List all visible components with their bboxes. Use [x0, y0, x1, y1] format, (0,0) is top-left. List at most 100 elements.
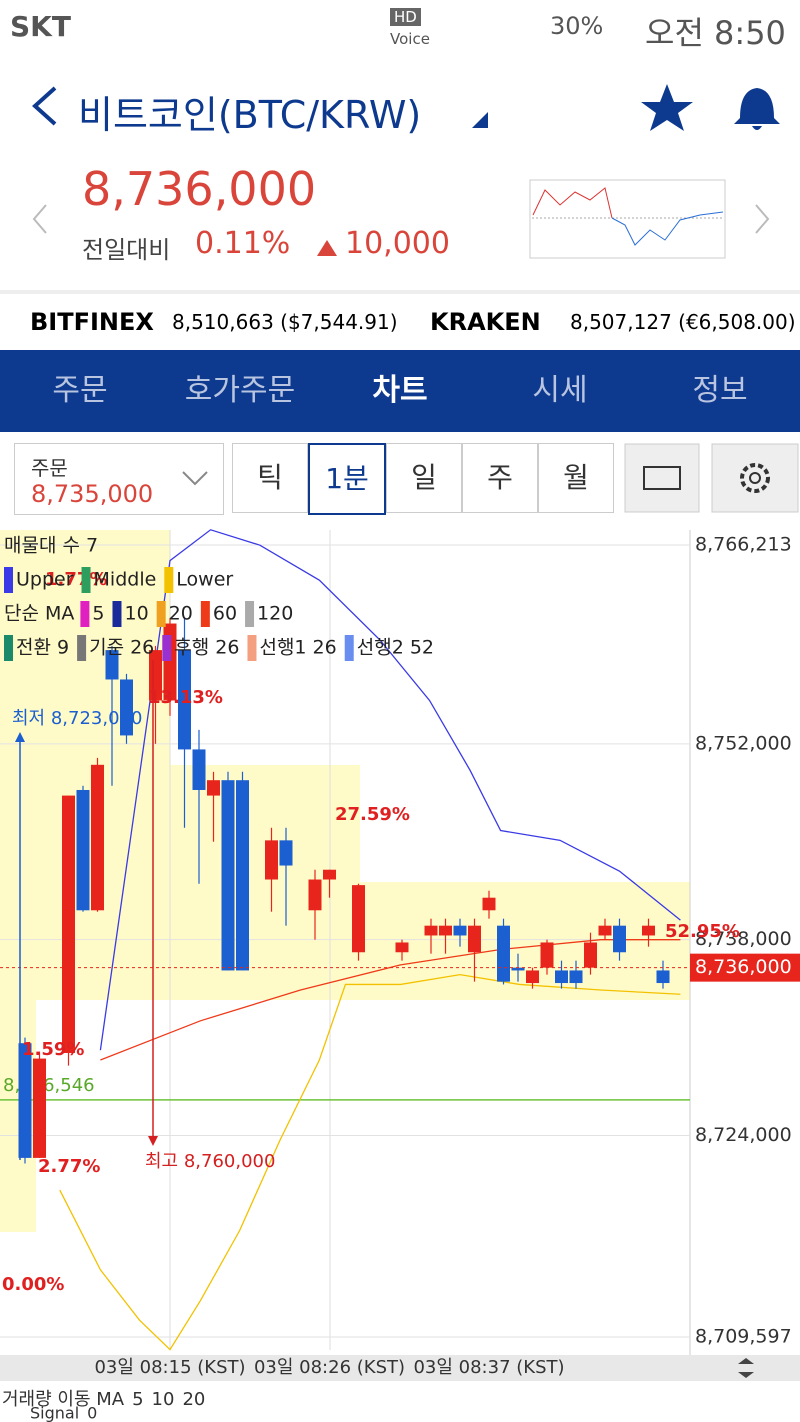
price-tag — [690, 953, 800, 982]
period[interactable]: 주 — [462, 443, 538, 513]
time: 오전 8:50 — [645, 14, 786, 52]
legend-swatch — [344, 635, 354, 661]
ref-label: 8,726,546 — [3, 1075, 95, 1096]
legend-label: Lower — [176, 569, 233, 591]
legend-label: 선행2 52 — [357, 637, 434, 659]
exchange-name: BITFINEX — [30, 308, 154, 336]
panel-label: 0 — [87, 1404, 97, 1422]
y-tick-label: 8,709,597 — [695, 1326, 792, 1348]
tab[interactable]: 시세 — [532, 373, 588, 408]
hd: HD — [390, 8, 421, 26]
sparkline-up — [532, 187, 613, 219]
volume-profile — [170, 765, 360, 1000]
bell-icon[interactable] — [734, 88, 780, 130]
star-icon[interactable] — [641, 84, 693, 131]
legend-label: 후행 26 — [174, 637, 239, 659]
y-tick-label: 8,724,000 — [695, 1124, 792, 1146]
layout-icon — [643, 466, 681, 490]
annotation: 27.59% — [335, 804, 410, 825]
change-pct: 0.11% — [195, 226, 291, 261]
legend-label: 20 — [169, 603, 193, 625]
period-group: 틱 1분 일 주 월 — [232, 443, 614, 515]
candle-body — [265, 840, 278, 880]
x-tick-label: 03일 08:37 (KST) — [413, 1357, 564, 1378]
period[interactable]: 일 — [386, 443, 462, 513]
legend-swatch — [200, 601, 210, 627]
x-tick-label: 03일 08:15 (KST) — [94, 1357, 245, 1378]
candle-body — [76, 789, 90, 911]
candle-body — [105, 650, 119, 680]
tab[interactable]: 주문 — [52, 373, 108, 408]
legend-label: 선행1 26 — [259, 637, 336, 659]
candle-body — [540, 942, 554, 968]
sparkline-box — [529, 179, 726, 259]
legend-swatch — [247, 635, 257, 661]
order-label: 주문 — [31, 456, 68, 480]
tab[interactable]: 차트 — [372, 373, 428, 408]
legend-label: 120 — [257, 603, 293, 625]
arrow-head — [148, 1136, 158, 1146]
legend-label: 10 — [124, 603, 148, 625]
x-tick-label: 03일 08:26 (KST) — [254, 1357, 405, 1378]
candle-body — [598, 925, 612, 936]
y-tick-label: 8,738,000 — [695, 928, 792, 950]
legend-swatch — [156, 601, 166, 627]
candle-body — [192, 749, 206, 790]
candle-body — [511, 967, 525, 971]
compare-label: 전일대비 — [82, 236, 171, 264]
settings-button[interactable] — [711, 443, 799, 513]
back-icon[interactable] — [32, 86, 57, 126]
change: 10,000 — [345, 226, 450, 261]
annotation: 최저 8,723,000 — [12, 708, 142, 729]
legend-label: 전환 9 — [16, 637, 69, 659]
arrow-head — [15, 732, 25, 742]
carrier: SKT — [10, 10, 71, 43]
tab[interactable]: 정보 — [692, 373, 748, 408]
period[interactable]: 1분 — [308, 443, 386, 515]
annotation: 1.77% — [45, 569, 107, 590]
panel-label: 10 — [152, 1389, 175, 1410]
candle-body — [221, 780, 235, 971]
period[interactable]: 틱 — [232, 443, 308, 513]
candle-body — [120, 679, 133, 736]
legend-label: Middle — [94, 569, 157, 591]
volume-profile — [360, 882, 690, 1000]
candle-body — [613, 925, 626, 953]
price-tag-label: 8,736,000 — [695, 956, 792, 978]
next-icon[interactable] — [755, 204, 770, 234]
y-tick-label: 8,752,000 — [695, 732, 792, 754]
candle-body — [395, 942, 409, 953]
prev-icon[interactable] — [32, 204, 47, 234]
annotation: 1.59% — [22, 1039, 84, 1060]
gear-hub — [749, 472, 761, 484]
resize-icon[interactable] — [738, 1358, 754, 1378]
annotation: 13.13% — [148, 687, 223, 708]
legend-swatch — [164, 567, 174, 593]
candle-body — [323, 869, 336, 880]
x-axis-bar — [0, 1355, 800, 1381]
panel-label: 20 — [182, 1389, 205, 1410]
legend-swatch — [245, 601, 255, 627]
period[interactable]: 월 — [538, 443, 614, 513]
current-price: 8,736,000 — [82, 162, 317, 216]
exchange-value: 8,510,663 ($7,544.91) — [172, 310, 398, 334]
order-select[interactable]: 주문 8,735,000 — [14, 443, 224, 515]
candle-body — [18, 1043, 32, 1158]
exchange-value: 8,507,127 (€6,508.00) — [570, 310, 796, 334]
legend-swatch — [112, 601, 122, 627]
candle-body — [642, 925, 655, 936]
bottom-panel — [0, 1381, 800, 1422]
candle-body — [497, 925, 510, 982]
layout-button[interactable] — [624, 443, 700, 513]
tab[interactable]: 호가주문 — [184, 373, 296, 408]
indicator-line — [100, 939, 681, 1061]
candle-body — [482, 897, 496, 911]
title: 비트코인(BTC/KRW) — [78, 93, 422, 137]
dropdown-icon — [472, 112, 488, 128]
candle-body — [207, 780, 220, 796]
indicator-line — [99, 529, 681, 1051]
candle-body — [352, 885, 365, 953]
gear-icon — [740, 463, 770, 493]
